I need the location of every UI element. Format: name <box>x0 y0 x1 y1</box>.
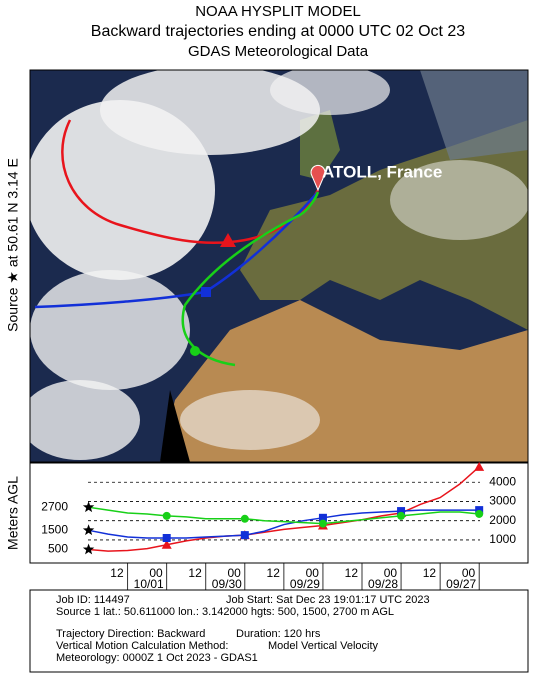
trajectory-500 <box>61 119 320 245</box>
no-data <box>160 390 190 462</box>
scandinavia <box>420 70 528 160</box>
marker <box>240 531 249 540</box>
trajectory-height <box>88 509 480 539</box>
marker <box>397 507 406 516</box>
x-tick-label: 00 <box>149 566 163 580</box>
x-date-label: 09/29 <box>290 577 320 591</box>
marker <box>161 539 172 549</box>
x-date-label: 09/30 <box>212 577 242 591</box>
y-tick-label: 3000 <box>489 494 516 508</box>
source-star <box>82 543 95 555</box>
source-label: Source ★ at 50.61 N 3.14 E <box>5 158 21 332</box>
header-title: Backward trajectories ending at 0000 UTC… <box>91 23 466 40</box>
x-tick-label: 12 <box>110 566 124 580</box>
footer-text: Job ID: 114497 <box>56 594 130 606</box>
y-tick-label: 4000 <box>489 474 516 488</box>
x-tick-label: 00 <box>384 566 398 580</box>
footer-text: Duration: 120 hrs <box>236 628 321 640</box>
x-date-label: 10/01 <box>134 577 164 591</box>
site-label: ATOLL, France <box>322 162 442 181</box>
trajectory-marker <box>220 233 236 247</box>
x-date-label: 09/28 <box>368 577 398 591</box>
marker <box>240 514 249 523</box>
footer-text: Trajectory Direction: Backward <box>56 628 205 640</box>
footer-text: Model Vertical Velocity <box>268 640 379 652</box>
source-star <box>82 501 95 513</box>
marker <box>162 534 171 542</box>
source-star <box>82 524 95 536</box>
x-tick-label: 12 <box>423 566 437 580</box>
source-height-label: 1500 <box>41 522 68 536</box>
x-tick-label: 12 <box>267 566 281 580</box>
x-tick-label: 00 <box>227 566 241 580</box>
footer-text: Vertical Motion Calculation Method: <box>56 640 228 652</box>
trajectory-marker <box>190 346 200 356</box>
map-frame <box>29 69 529 463</box>
x-date-label: 09/27 <box>446 577 476 591</box>
source-height-label: 500 <box>48 542 68 556</box>
marker <box>474 461 485 471</box>
footer-text: Job Start: Sat Dec 23 19:01:17 UTC 2023 <box>226 594 430 606</box>
x-tick-label: 12 <box>345 566 359 580</box>
y-tick-label: 1000 <box>489 532 516 546</box>
x-tick-label: 00 <box>306 566 320 580</box>
marker <box>162 511 171 520</box>
header-line: GDAS Meteorological Data <box>188 43 369 60</box>
marker <box>397 511 406 520</box>
trajectory-height <box>88 466 480 552</box>
site-pin <box>310 164 326 192</box>
clouds <box>30 70 528 460</box>
header-line: NOAA HYSPLIT MODEL <box>195 3 361 20</box>
height-panel <box>29 462 529 564</box>
y-tick-label: 2000 <box>489 513 516 527</box>
trajectory-marker <box>201 287 211 297</box>
marker <box>318 519 327 528</box>
marker <box>318 513 327 522</box>
x-tick-label: 12 <box>188 566 202 580</box>
map: ATOLL, France <box>29 69 529 463</box>
marker <box>475 509 484 518</box>
source-height-label: 2700 <box>41 499 68 513</box>
trajectory-height <box>88 506 480 525</box>
footer-text: Source 1 lat.: 50.611000 lon.: 3.142000 … <box>56 606 394 618</box>
footer-box <box>29 589 529 673</box>
footer-text: Meteorology: 0000Z 1 Oct 2023 - GDAS1 <box>56 652 258 664</box>
x-tick-label: 00 <box>462 566 476 580</box>
y-axis-label: Meters AGL <box>5 476 21 550</box>
